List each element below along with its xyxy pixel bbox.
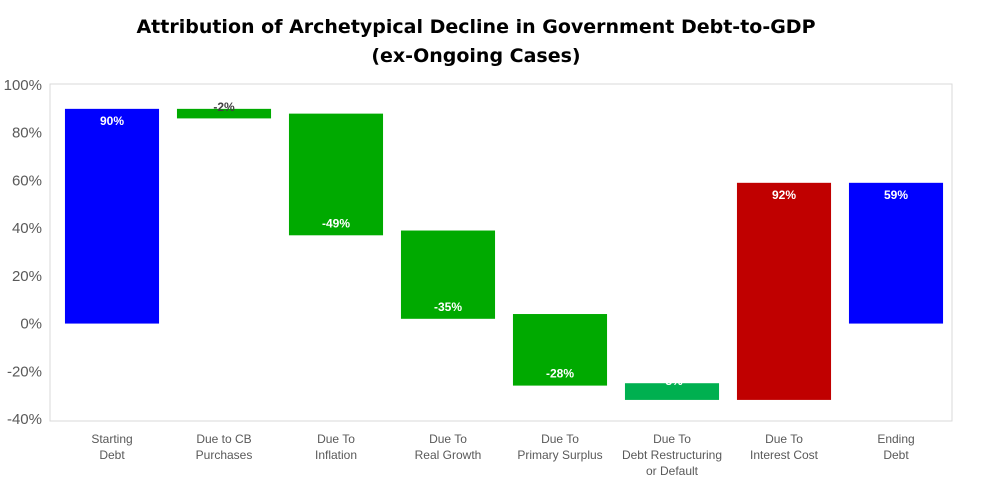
x-tick-label: Ending: [877, 432, 914, 446]
x-tick-label: Debt: [883, 448, 909, 462]
y-tick-label: 20%: [12, 268, 42, 285]
y-tick-label: -40%: [7, 411, 42, 428]
chart-title: Attribution of Archetypical Decline in G…: [136, 16, 815, 38]
x-tick-label: Interest Cost: [750, 448, 819, 462]
x-tick-label: Due To: [541, 432, 579, 446]
bars-group: 90% -2% -49% -35% -28% -8% 92% 59%: [64, 100, 944, 400]
y-tick-label: 0%: [20, 316, 42, 333]
data-label: -2%: [213, 100, 235, 114]
data-label: 59%: [884, 188, 908, 202]
y-tick-label: 40%: [12, 220, 42, 237]
plot-area-border: [49, 83, 953, 422]
x-tick-label: Debt Restructuring: [622, 448, 722, 462]
data-label: 92%: [772, 188, 796, 202]
waterfall-bar: [736, 182, 832, 400]
x-tick-label: Due to CB: [196, 432, 251, 446]
x-tick-label: Due To: [317, 432, 355, 446]
y-axis: -40% -20% 0% 20% 40% 60% 80% 100%: [4, 77, 42, 428]
y-tick-label: 80%: [12, 125, 42, 142]
data-label: -8%: [661, 374, 683, 388]
y-tick-label: 60%: [12, 172, 42, 189]
x-tick-label: Due To: [653, 432, 691, 446]
x-tick-label: Due To: [765, 432, 803, 446]
x-tick-label: Purchases: [196, 448, 253, 462]
x-axis: Starting Debt Due to CB Purchases Due To Infl…: [91, 432, 914, 478]
waterfall-bar: [400, 230, 496, 319]
y-tick-label: 100%: [4, 77, 42, 94]
x-tick-label: or Default: [646, 464, 699, 478]
waterfall-bar: [512, 314, 608, 386]
x-tick-label: Primary Surplus: [517, 448, 602, 462]
waterfall-bar: [288, 113, 384, 236]
waterfall-bar: [176, 108, 272, 119]
data-label: -28%: [546, 367, 574, 381]
y-tick-label: -20%: [7, 363, 42, 380]
x-tick-label: Real Growth: [415, 448, 482, 462]
data-label: -49%: [322, 216, 350, 230]
x-tick-label: Inflation: [315, 448, 357, 462]
waterfall-bar: [848, 182, 944, 324]
x-tick-label: Starting: [91, 432, 132, 446]
data-label: 90%: [100, 114, 124, 128]
waterfall-bar: [64, 108, 160, 324]
chart-subtitle: (ex-Ongoing Cases): [371, 45, 580, 67]
waterfall-bar: [624, 383, 720, 400]
data-label: -35%: [434, 300, 462, 314]
x-tick-label: Due To: [429, 432, 467, 446]
x-tick-label: Debt: [99, 448, 125, 462]
